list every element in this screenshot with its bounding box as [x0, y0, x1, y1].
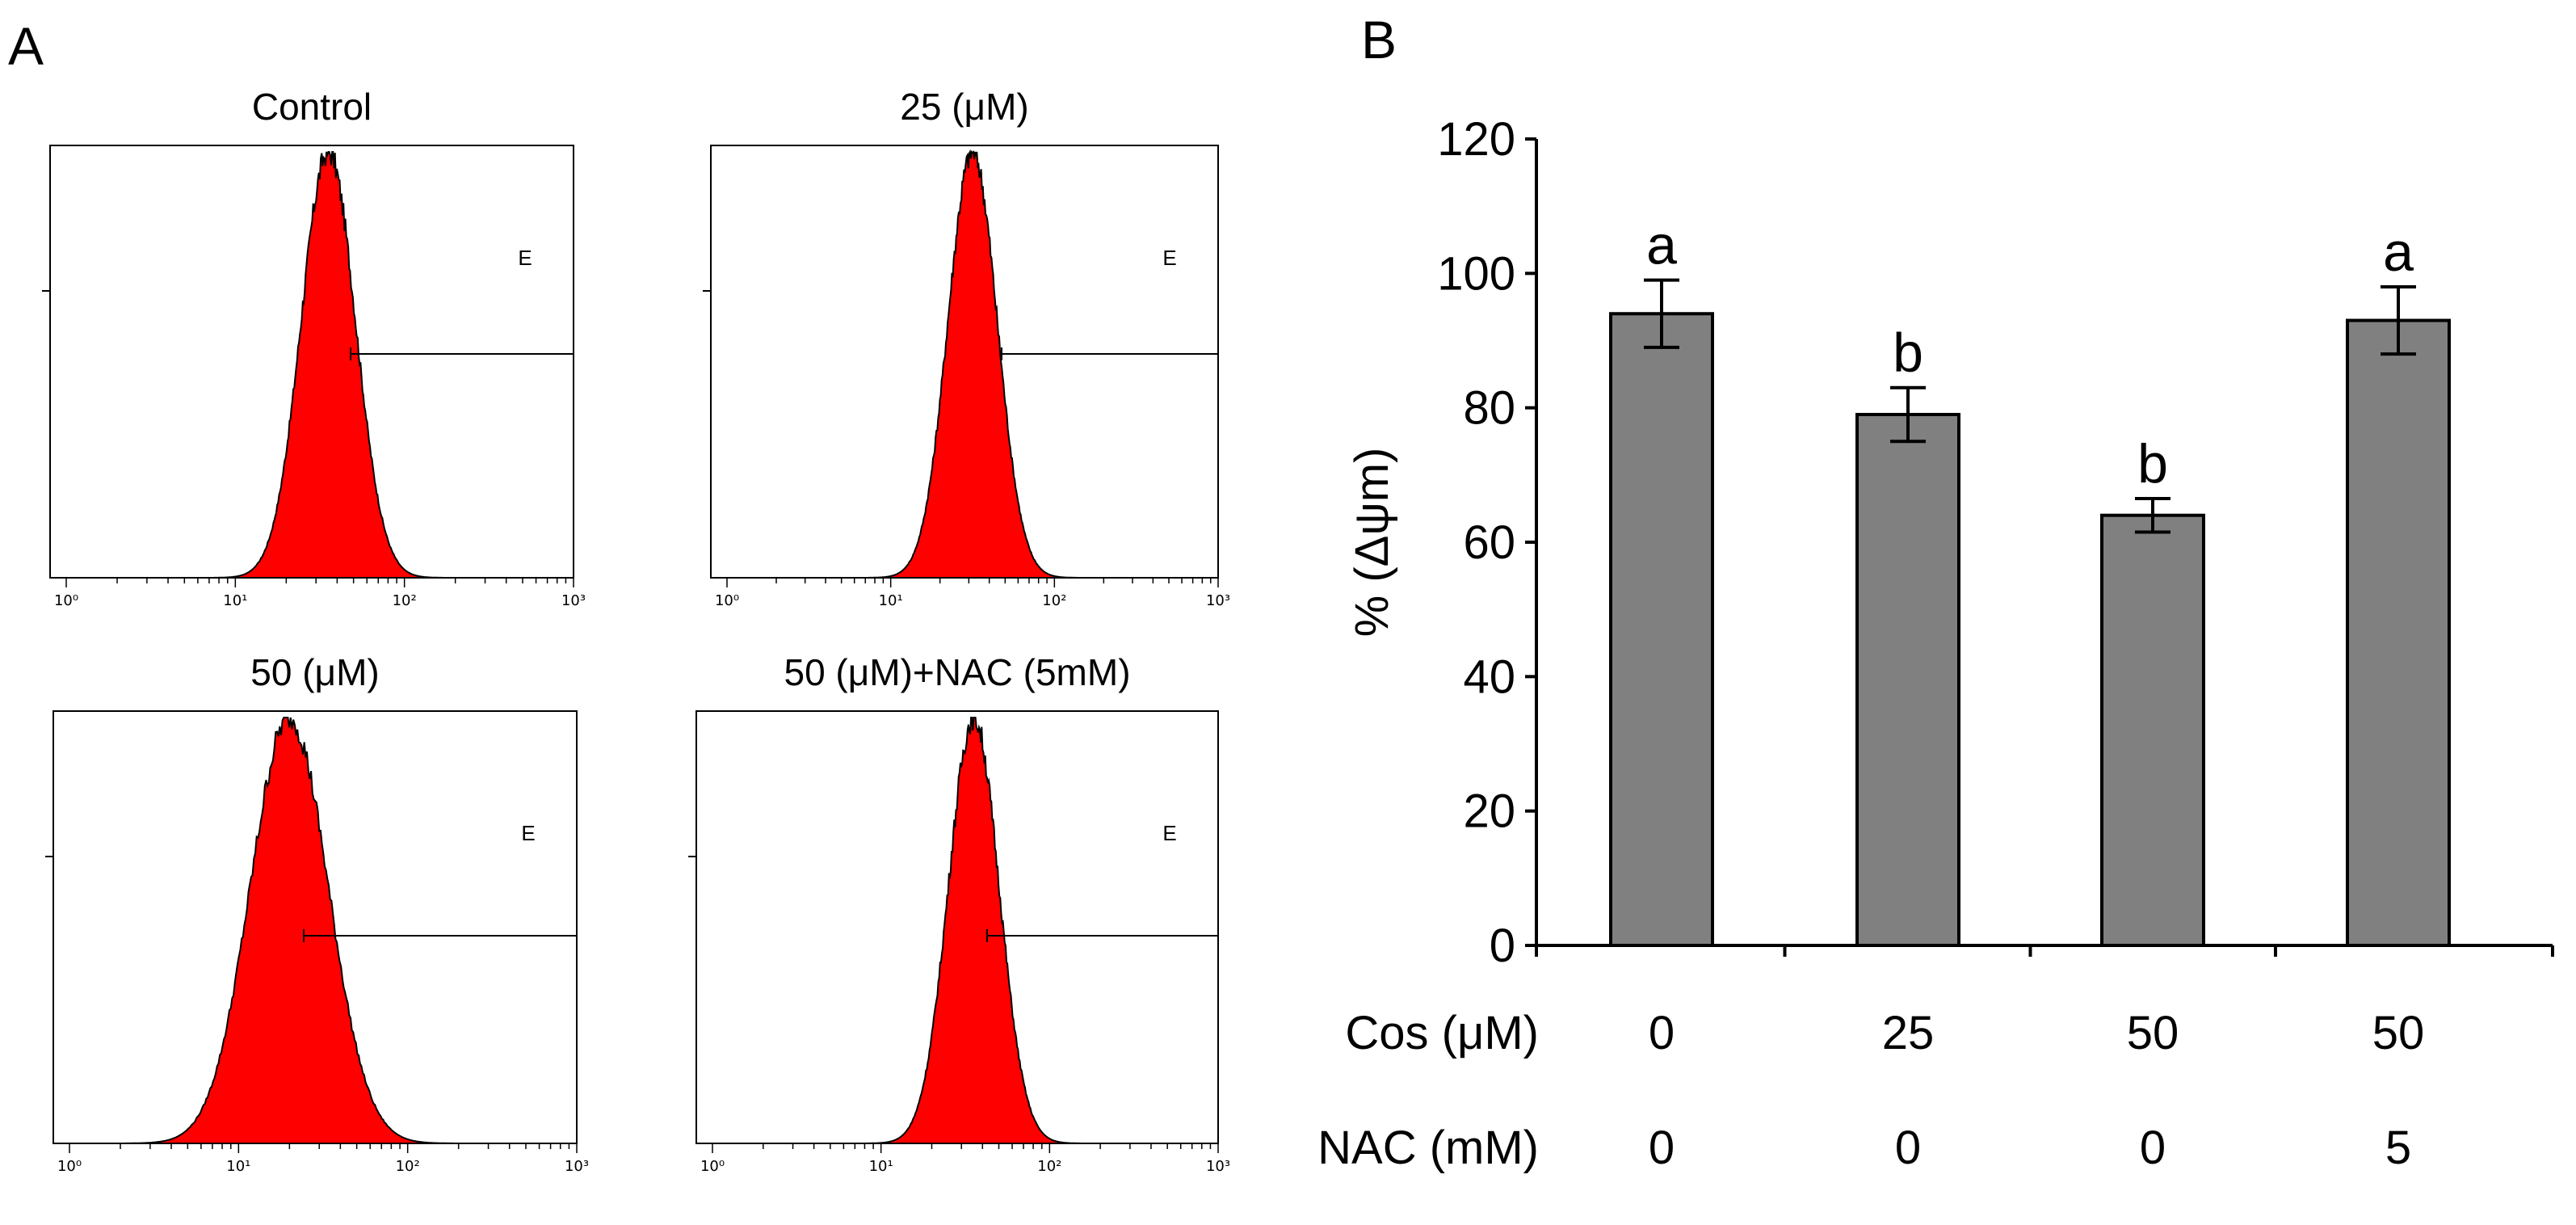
- histogram-x-tick-label: 10⁰: [57, 1158, 82, 1175]
- histogram-x-tick-label: 10²: [393, 592, 417, 609]
- y-tick-label: 20: [1463, 785, 1515, 838]
- treatment-row-value: 0: [1649, 1007, 1675, 1059]
- treatment-row-value: 0: [1895, 1122, 1921, 1174]
- histogram-x-tick-label: 10⁰: [700, 1158, 725, 1175]
- gate-label: E: [1162, 821, 1176, 845]
- histogram-x-tick-label: 10²: [396, 1158, 420, 1175]
- gate-label: E: [518, 246, 532, 270]
- significance-letter: b: [1893, 322, 1923, 384]
- bar: [2100, 513, 2205, 947]
- histogram-curve: [213, 151, 443, 579]
- treatment-row-label: Cos (μM): [1345, 1007, 1539, 1059]
- significance-letter: a: [2383, 221, 2414, 283]
- significance-letter: a: [1646, 215, 1677, 276]
- bar: [2346, 318, 2451, 947]
- y-tick-label: 120: [1437, 113, 1515, 166]
- histogram-x-tick-label: 10⁰: [715, 592, 739, 609]
- gate-label: E: [1162, 246, 1176, 270]
- histogram-curve: [124, 717, 454, 1144]
- gate-label: E: [521, 821, 535, 845]
- y-axis-label: % (Δψm): [1346, 448, 1398, 638]
- histogram-x-tick-label: 10¹: [879, 592, 903, 609]
- bar: [1609, 312, 1714, 947]
- treatment-row-value: 25: [1882, 1007, 1935, 1059]
- histogram-x-tick-label: 10¹: [869, 1158, 893, 1175]
- histogram-title: 50 (μM)+NAC (5mM): [784, 651, 1130, 693]
- treatment-row-value: 50: [2372, 1007, 2425, 1059]
- y-tick-label: 40: [1463, 650, 1515, 703]
- histogram-x-tick-label: 10³: [565, 1158, 589, 1175]
- bar: [1855, 412, 1960, 947]
- y-tick-label: 100: [1437, 247, 1515, 300]
- treatment-row-value: 0: [2140, 1122, 2166, 1174]
- histogram-title: 50 (μM): [250, 651, 379, 693]
- histogram-x-tick-label: 10³: [1206, 592, 1230, 609]
- histogram-x-tick-label: 10¹: [226, 1158, 250, 1175]
- histogram-curve: [868, 149, 1077, 579]
- treatment-row-value: 0: [1649, 1122, 1675, 1174]
- histogram-x-tick-label: 10¹: [223, 592, 247, 609]
- y-tick-label: 60: [1463, 516, 1515, 569]
- panel-label-b: B: [1361, 10, 1397, 69]
- treatment-row-label: NAC (mM): [1317, 1122, 1539, 1174]
- panel-label-a: A: [8, 16, 44, 76]
- significance-letter: b: [2137, 433, 2168, 495]
- histogram-title: 25 (μM): [900, 86, 1028, 128]
- histogram-x-tick-label: 10²: [1042, 592, 1066, 609]
- histogram-x-tick-label: 10³: [561, 592, 586, 609]
- y-tick-label: 0: [1490, 920, 1515, 972]
- y-tick-label: 80: [1463, 382, 1515, 435]
- panel-a-histograms: Control 10⁰ 10¹ 10² 10³ E 25 (μM) 10⁰ 10¹ 10² 10³ E…: [42, 86, 1230, 1175]
- histogram-x-tick-label: 10³: [1206, 1158, 1230, 1175]
- histogram-title: Control: [252, 86, 372, 128]
- treatment-row-value: 5: [2385, 1122, 2411, 1174]
- histogram-x-tick-label: 10²: [1037, 1158, 1061, 1175]
- treatment-row-value: 50: [2127, 1007, 2179, 1059]
- histogram-x-tick-label: 10⁰: [54, 592, 78, 609]
- histogram-curve: [867, 717, 1081, 1144]
